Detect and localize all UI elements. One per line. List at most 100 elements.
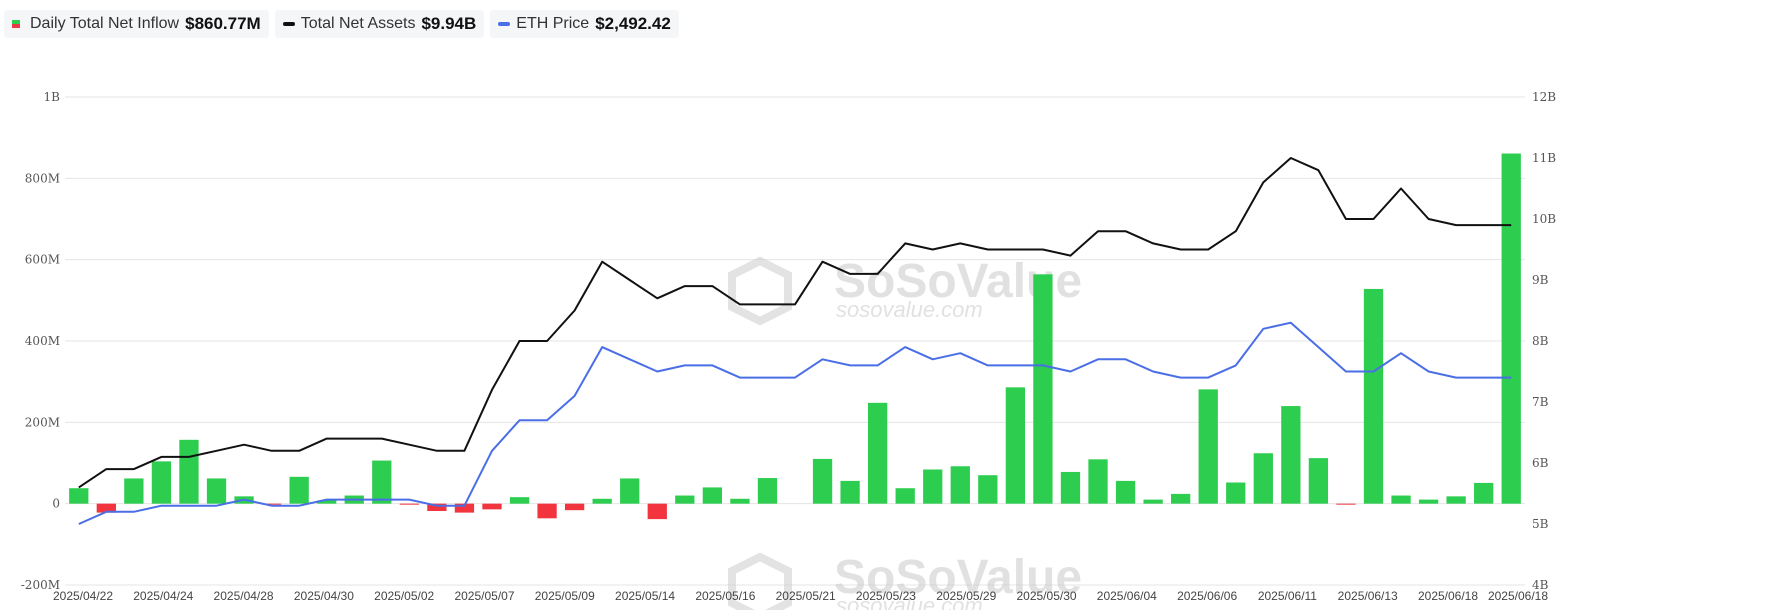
y-axis-right: 4B 5B 6B 7B 8B 9B 10B 11B 12B xyxy=(1532,90,1556,592)
x-tick-label: 2025/04/28 xyxy=(214,589,274,603)
x-tick-label: 2025/06/18 xyxy=(1418,589,1478,603)
x-tick-label: 2025/05/02 xyxy=(374,589,434,603)
inflow-bar[interactable] xyxy=(509,497,530,504)
inflow-swatch-icon xyxy=(12,20,20,28)
inflow-bar[interactable] xyxy=(978,475,998,504)
x-tick-label: 2025/06/04 xyxy=(1097,589,1157,603)
x-tick-label: 2025/06/06 xyxy=(1177,589,1237,603)
x-tick-label: 2025/04/30 xyxy=(294,589,354,603)
legend-inflow-name: Daily Total Net Inflow xyxy=(30,15,180,32)
inflow-bar[interactable] xyxy=(427,503,447,511)
inflow-bar[interactable] xyxy=(1253,453,1273,504)
x-tick-label: 2025/06/18 xyxy=(1488,589,1548,603)
inflow-bar[interactable] xyxy=(1143,499,1163,504)
inflow-bar[interactable] xyxy=(1171,493,1191,504)
inflow-bar[interactable] xyxy=(289,476,309,504)
y-left-tick-label: -200M xyxy=(21,578,60,592)
inflow-bar[interactable] xyxy=(124,478,144,504)
x-tick-label: 2025/06/13 xyxy=(1338,589,1398,603)
x-tick-label: 2025/05/30 xyxy=(1016,589,1076,603)
x-tick-label: 2025/05/07 xyxy=(454,589,514,603)
y-right-tick-label: 8B xyxy=(1532,334,1549,348)
inflow-bar[interactable] xyxy=(399,503,419,505)
inflow-bar[interactable] xyxy=(895,488,915,504)
x-tick-label: 2025/05/21 xyxy=(776,589,836,603)
legend-assets-value: $9.94B xyxy=(421,14,477,33)
inflow-bar[interactable] xyxy=(620,478,640,504)
x-axis: 2025/04/22 2025/04/24 2025/04/28 2025/04/30… xyxy=(53,589,1548,603)
legend-eth-value: $2,492.42 xyxy=(595,14,671,33)
x-tick-label: 2025/05/23 xyxy=(856,589,916,603)
inflow-bar[interactable] xyxy=(179,439,199,504)
eth-price-line[interactable] xyxy=(78,321,1512,525)
inflow-bar[interactable] xyxy=(730,498,750,504)
inflow-bar[interactable] xyxy=(206,478,227,504)
inflow-bar[interactable] xyxy=(96,503,116,513)
y-left-tick-label: 400M xyxy=(25,334,60,348)
inflow-bar[interactable] xyxy=(1060,471,1081,504)
inflow-bar[interactable] xyxy=(1088,459,1108,504)
legend-item-inflow[interactable]: Daily Total Net Inflow $860.77M xyxy=(4,10,269,38)
eth-swatch-icon xyxy=(498,22,511,26)
x-tick-label: 2025/04/22 xyxy=(53,589,113,603)
y-right-tick-label: 10B xyxy=(1532,212,1556,226)
inflow-bar[interactable] xyxy=(868,402,888,504)
legend-inflow-value: $860.77M xyxy=(185,14,261,33)
watermark-top: SoSoValue sosovalue.com xyxy=(728,255,1082,326)
inflow-bar[interactable] xyxy=(317,500,337,504)
inflow-bar[interactable] xyxy=(1336,503,1356,505)
inflow-bar[interactable] xyxy=(564,503,585,511)
inflow-bar[interactable] xyxy=(812,458,833,504)
y-right-tick-label: 12B xyxy=(1532,90,1556,104)
inflow-bar[interactable] xyxy=(1226,482,1246,504)
x-tick-label: 2025/04/24 xyxy=(133,589,193,603)
y-left-tick-label: 800M xyxy=(25,171,60,185)
y-right-tick-label: 11B xyxy=(1532,151,1556,165)
legend-eth-name: ETH Price xyxy=(516,15,590,32)
inflow-bar[interactable] xyxy=(757,478,778,504)
inflow-bar[interactable] xyxy=(1033,274,1053,504)
inflow-bar[interactable] xyxy=(482,503,502,510)
inflow-bar[interactable] xyxy=(261,503,282,505)
sosovalue-logo-icon xyxy=(728,256,792,326)
inflow-bar[interactable] xyxy=(1391,495,1411,504)
inflow-bar[interactable] xyxy=(1198,389,1218,504)
inflow-bars xyxy=(69,153,1521,520)
total-net-assets-line[interactable] xyxy=(78,157,1512,489)
y-left-tick-label: 200M xyxy=(25,415,60,429)
y-left-tick-label: 0 xyxy=(52,497,60,511)
inflow-bar[interactable] xyxy=(1418,499,1439,504)
inflow-bar[interactable] xyxy=(454,503,475,513)
inflow-bar[interactable] xyxy=(537,503,557,519)
inflow-bar[interactable] xyxy=(592,498,612,504)
x-tick-label: 2025/05/16 xyxy=(695,589,755,603)
chart-legend: Daily Total Net Inflow $860.77M Total Ne… xyxy=(4,10,679,38)
series-lines xyxy=(78,157,1512,525)
x-tick-label: 2025/05/14 xyxy=(615,589,675,603)
inflow-bar[interactable] xyxy=(675,495,695,504)
inflow-bar[interactable] xyxy=(647,503,667,520)
inflow-bar[interactable] xyxy=(950,466,970,504)
inflow-bar[interactable] xyxy=(923,469,943,504)
inflow-bar[interactable] xyxy=(1281,406,1301,504)
inflow-bar[interactable] xyxy=(372,460,392,504)
inflow-bar[interactable] xyxy=(1308,458,1329,504)
legend-item-eth-price[interactable]: ETH Price $2,492.42 xyxy=(490,10,679,38)
y-right-tick-label: 9B xyxy=(1532,273,1549,287)
y-right-tick-label: 7B xyxy=(1532,395,1549,409)
watermark-site: sosovalue.com xyxy=(836,593,983,610)
x-tick-label: 2025/05/29 xyxy=(936,589,996,603)
inflow-bar[interactable] xyxy=(1446,496,1466,504)
inflow-bar[interactable] xyxy=(1501,153,1521,504)
inflow-bar[interactable] xyxy=(69,488,89,504)
inflow-bar[interactable] xyxy=(1363,288,1384,504)
inflow-bar[interactable] xyxy=(151,461,172,504)
y-axis-left: -200M 0 200M 400M 600M 800M 1B xyxy=(21,90,60,592)
inflow-bar[interactable] xyxy=(840,480,860,504)
inflow-bar[interactable] xyxy=(1115,480,1136,504)
inflow-bar[interactable] xyxy=(1474,482,1494,504)
legend-item-assets[interactable]: Total Net Assets $9.94B xyxy=(274,10,485,38)
inflow-bar[interactable] xyxy=(702,487,722,504)
inflow-bar[interactable] xyxy=(1005,387,1026,504)
